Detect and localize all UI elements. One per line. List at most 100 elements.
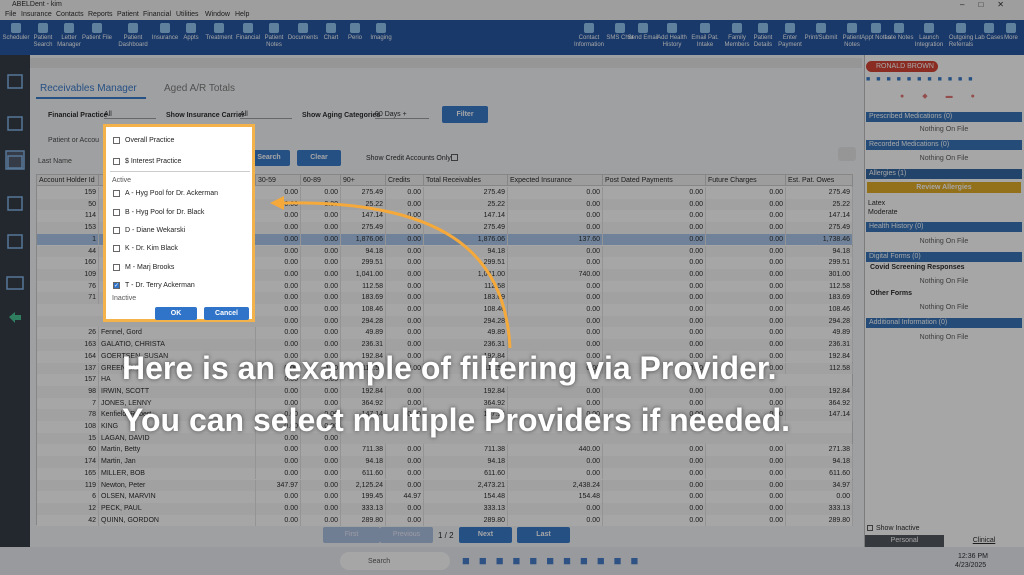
toolbar-button[interactable]: Late Notes <box>884 35 914 41</box>
toolbar-button[interactable]: Letter Manager <box>57 35 81 48</box>
toolbar-button[interactable]: Patient Dashboard <box>118 35 148 48</box>
table-row[interactable]: 1 0.00 0.00 1,876.06 0.00 1,876.06 137.60 0.00 0… <box>37 233 853 246</box>
table-row[interactable]: 78 Kenfield, Robert 0.00 0.00 147.14 0.00 147.… <box>37 409 853 421</box>
table-row[interactable]: 137 GREEN, JA 0.00 0.00 112.58 0.00 112.58 0.00… <box>37 362 853 375</box>
toolbar-button[interactable]: Financial <box>235 35 260 41</box>
checkbox[interactable] <box>113 137 120 144</box>
toolbar-icon[interactable] <box>615 23 625 33</box>
checkbox[interactable] <box>867 525 873 531</box>
menu-item[interactable]: File <box>5 11 17 18</box>
tab[interactable]: Clinical <box>944 535 1024 547</box>
toolbar-icon[interactable] <box>984 23 994 33</box>
toolbar-button[interactable]: More <box>1004 35 1018 41</box>
toolbar-icon[interactable] <box>214 23 224 33</box>
toolbar-button[interactable]: Appts <box>183 35 199 41</box>
toolbar-icon[interactable] <box>298 23 308 33</box>
toolbar-button[interactable]: Print/Submit <box>804 35 838 41</box>
column-header[interactable]: Credits <box>386 175 424 186</box>
table-row[interactable]: 15 LAGAN, DAVID 0.00 0.00 <box>37 432 852 445</box>
toolbar-icon[interactable] <box>376 23 386 33</box>
toolbar-icon[interactable] <box>816 23 826 33</box>
toolbar-icon[interactable] <box>269 23 279 33</box>
toolbar-button[interactable]: Appt Notes <box>861 35 891 41</box>
column-header[interactable]: 90+ <box>341 175 386 186</box>
menu-item[interactable]: Help <box>235 11 250 18</box>
table-row[interactable]: 119 Newton, Peter 347.97 0.00 2,125.24 0.00 2,… <box>37 479 853 492</box>
table-row[interactable]: 44 0.00 0.00 94.18 0.00 94.18 0.00 0.00 0.00 94.1… <box>37 245 853 258</box>
dropdown[interactable]: 90 Days + <box>375 111 429 119</box>
checkbox[interactable] <box>113 158 120 165</box>
pager-button[interactable]: First <box>323 527 380 543</box>
section-header[interactable]: Recorded Medications (0) <box>866 140 1022 150</box>
toolbar-button[interactable]: Contact Information <box>573 35 604 48</box>
provider-option[interactable]: Overall Practice <box>125 137 175 144</box>
toolbar-icon[interactable] <box>758 23 768 33</box>
table-row[interactable]: 26 Fennel, Gord 0.00 0.00 49.89 0.00 49.89 0.00… <box>37 327 853 340</box>
toolbar-icon[interactable] <box>350 23 360 33</box>
menu-item[interactable]: Insurance <box>21 11 52 18</box>
provider-option[interactable]: M - Marj Brooks <box>125 264 175 271</box>
toolbar-icon[interactable] <box>894 23 904 33</box>
toolbar-button[interactable]: Enter Payment <box>778 35 802 48</box>
toolbar-icon[interactable] <box>64 23 74 33</box>
filter-button[interactable]: Filter <box>442 106 488 123</box>
column-header[interactable]: 60-89 <box>301 175 341 186</box>
table-row[interactable]: 160 0.00 0.00 299.51 0.00 299.51 0.00 0.00 0.00 2… <box>37 257 853 269</box>
toolbar-button[interactable]: Patient Details <box>753 35 773 48</box>
toolbar-button[interactable]: Launch Integration <box>914 35 944 48</box>
section-header[interactable]: Allergies (1) <box>866 169 1022 179</box>
checkbox[interactable] <box>113 264 120 271</box>
table-row[interactable]: 165 MILLER, BOB 0.00 0.00 611.60 0.00 611.60 0.… <box>37 467 853 480</box>
checkbox[interactable] <box>113 209 120 216</box>
toolbar-button[interactable]: Chart <box>323 35 339 41</box>
table-row[interactable]: 157 HA 0.00 0.00 <box>37 374 852 386</box>
table-row[interactable]: 164 GOERTSEN, SUSAN 0.00 0.00 192.84 0.00 192.… <box>37 350 853 363</box>
toolbar-button[interactable]: Perio <box>347 35 362 41</box>
menu-item[interactable]: Patient <box>117 11 139 18</box>
provider-option[interactable]: T - Dr. Terry Ackerman <box>125 282 195 289</box>
toolbar-button[interactable]: Insurance <box>151 35 179 41</box>
toolbar-button[interactable]: Patient Notes <box>264 35 284 48</box>
tab[interactable]: Receivables Manager <box>40 83 137 94</box>
toolbar-button[interactable]: Patient File <box>81 35 112 41</box>
search-button[interactable]: Search <box>248 150 290 166</box>
table-row[interactable]: 7 JONES, LENNY 0.00 0.00 364.92 0.00 364.92 0.0… <box>37 397 853 410</box>
toolbar-icon[interactable] <box>326 23 336 33</box>
section-header[interactable]: Health History (0) <box>866 222 1022 232</box>
menu-item[interactable]: Reports <box>88 11 113 18</box>
toolbar-icon[interactable] <box>871 23 881 33</box>
print-button[interactable] <box>838 147 856 161</box>
checkbox[interactable]: ✓ <box>113 282 120 289</box>
toolbar-button[interactable]: Lab Cases <box>974 35 1004 41</box>
checkbox[interactable] <box>451 154 458 161</box>
table-row[interactable]: 0.00 0.00 294.28 0.00 294.28 0.00 0.00 0.00 294.… <box>37 315 853 328</box>
table-row[interactable]: 60 Martin, Betty 0.00 0.00 711.38 0.00 711.38 4… <box>37 444 853 457</box>
toolbar-button[interactable]: SMS Chat <box>606 35 634 41</box>
toolbar-button[interactable]: Patient Search <box>33 35 53 48</box>
toolbar-icon[interactable] <box>38 23 48 33</box>
provider-option[interactable]: $ Interest Practice <box>125 158 182 165</box>
toolbar-button[interactable]: Send Email <box>627 35 659 41</box>
column-header[interactable]: 30-59 <box>256 175 301 186</box>
provider-option[interactable]: A - Hyg Pool for Dr. Ackerman <box>125 190 218 197</box>
table-row[interactable]: 42 QUINN, GORDON 0.00 0.00 289.80 0.00 289.80 0… <box>37 514 853 527</box>
toolbar-icon[interactable] <box>956 23 966 33</box>
dropdown[interactable]: All <box>240 111 292 119</box>
pager-button[interactable]: Next <box>459 527 512 543</box>
table-row[interactable]: 163 GALATIO, CHRISTA 0.00 0.00 236.31 0.00 236… <box>37 339 853 351</box>
toolbar-icon[interactable] <box>638 23 648 33</box>
toolbar-icon[interactable] <box>847 23 857 33</box>
table-row[interactable]: 12 PECK, PAUL 0.00 0.00 333.13 0.00 333.13 0.00… <box>37 502 853 515</box>
toolbar-icon[interactable] <box>785 23 795 33</box>
toolbar-button[interactable]: Add Health History <box>657 35 687 48</box>
taskbar-search[interactable] <box>340 552 450 570</box>
column-header[interactable]: Future Charges <box>706 175 786 186</box>
ok-button[interactable]: OK <box>155 307 197 320</box>
dropdown[interactable]: All <box>104 111 156 119</box>
toolbar-button[interactable]: Imaging <box>370 35 392 41</box>
menu-item[interactable]: Contacts <box>56 11 84 18</box>
toolbar-icon[interactable] <box>243 23 253 33</box>
menu-item[interactable]: Window <box>205 11 230 18</box>
taskbar-apps[interactable]: ■■■■■■■■■■■ <box>462 553 648 568</box>
menu-item[interactable]: Financial <box>143 11 172 18</box>
